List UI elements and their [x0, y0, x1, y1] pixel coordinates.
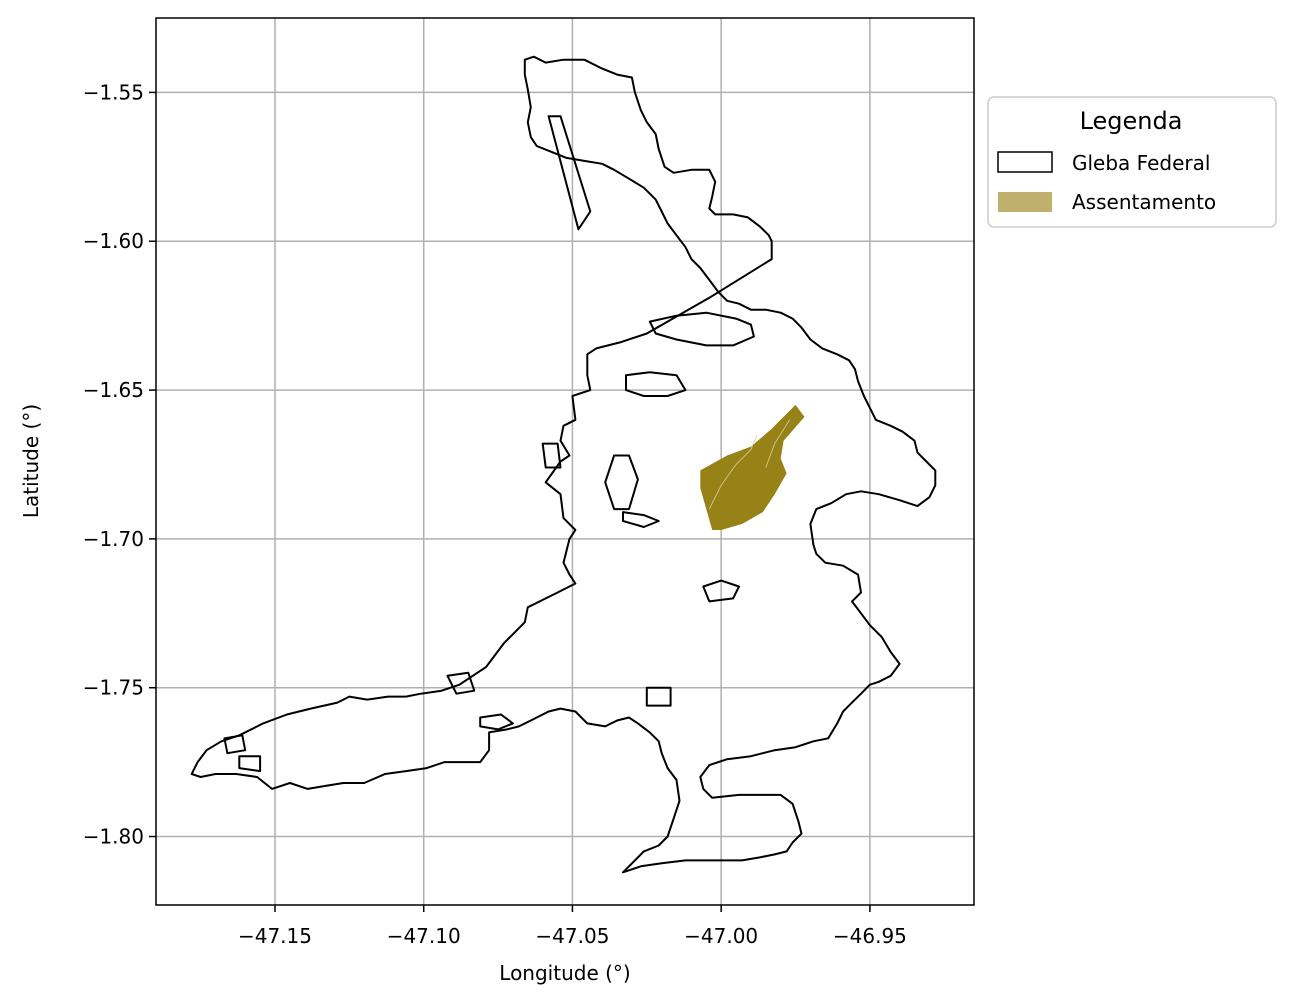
assentamento-polygon	[700, 404, 805, 530]
legend: Legenda Gleba Federal Assentamento	[987, 96, 1277, 228]
gleba-federal-polygon	[446, 671, 476, 695]
legend-label-gleba: Gleba Federal	[1072, 151, 1210, 175]
x-tick-label: −47.00	[684, 924, 758, 948]
y-tick-label: −1.75	[83, 676, 144, 700]
legend-swatch-gleba	[997, 151, 1053, 173]
polygons-layer	[190, 55, 937, 874]
x-tick-label: −47.05	[535, 924, 609, 948]
y-tick-label: −1.65	[83, 378, 144, 402]
grid-lines	[156, 18, 974, 905]
gleba-federal-polygon	[238, 755, 262, 773]
gleba-federal-polygon	[547, 115, 592, 231]
legend-box	[987, 96, 1277, 228]
y-tick-label: −1.70	[83, 527, 144, 551]
x-tick-label: −47.10	[387, 924, 461, 948]
x-tick-label: −47.15	[238, 924, 312, 948]
assentamento-internal-line	[765, 419, 790, 468]
x-axis-label: Longitude (°)	[499, 961, 630, 985]
y-tick-label: −1.55	[83, 80, 144, 104]
gleba-federal-polygon	[622, 511, 660, 528]
x-tick-label: −46.95	[833, 924, 907, 948]
gleba-federal-polygon	[190, 55, 937, 874]
gleba-federal-polygon	[604, 454, 639, 511]
gleba-federal-polygon	[479, 713, 514, 731]
y-tick-label: −1.80	[83, 825, 144, 849]
gleba-federal-polygon	[625, 371, 687, 397]
legend-title: Legenda	[1080, 107, 1183, 135]
ticks-layer: −47.15 −47.10 −47.05 −47.00 −46.95 −1.55 −1.60…	[83, 80, 907, 948]
axes-frame	[155, 17, 975, 906]
gleba-federal-polygon	[645, 686, 672, 707]
gleba-federal-polygon	[541, 442, 562, 469]
legend-swatch-assentamento	[998, 192, 1052, 212]
legend-label-assentamento: Assentamento	[1072, 190, 1216, 214]
y-tick-label: −1.60	[83, 229, 144, 253]
gleba-federal-polygon	[648, 311, 755, 347]
assentamento-internal-line	[708, 434, 758, 510]
gleba-federal-polygon	[223, 734, 247, 755]
gleba-federal-polygon	[702, 579, 740, 603]
y-axis-label: Latitude (°)	[19, 404, 43, 518]
